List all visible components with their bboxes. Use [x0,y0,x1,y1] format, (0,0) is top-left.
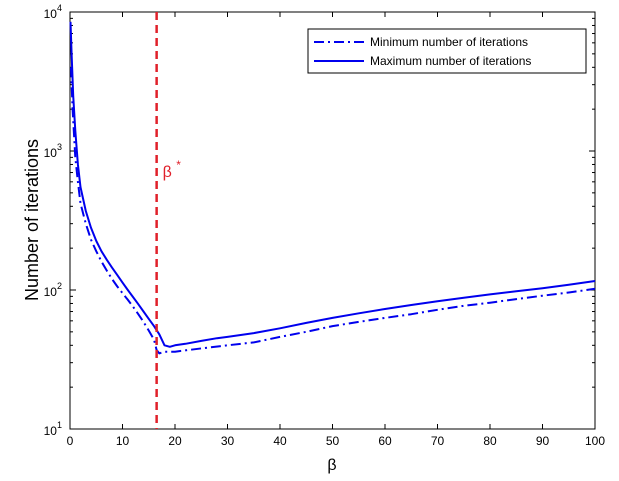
plot-area [70,12,595,429]
legend: Minimum number of iterations Maximum num… [308,29,586,73]
y-tick-label: 104 [44,3,62,21]
x-tick-label: 0 [67,434,74,448]
beta-star-superscript: * [176,158,181,172]
x-tick-label: 100 [585,434,605,448]
legend-label-maximum: Maximum number of iterations [370,54,531,68]
x-tick-label: 70 [431,434,445,448]
y-axis-label: Number of iterations [22,139,42,301]
x-tick-label: 50 [326,434,340,448]
x-tick-label: 90 [536,434,550,448]
y-tick-label: 101 [44,420,62,438]
x-tick-label: 20 [168,434,182,448]
y-tick-label: 103 [44,142,62,160]
x-tick-label: 30 [221,434,235,448]
x-tick-label: 80 [483,434,497,448]
beta-star-symbol: β [163,164,172,181]
y-tick-label: 102 [44,281,62,299]
x-tick-label: 40 [273,434,287,448]
x-tick-label: 10 [116,434,130,448]
legend-label-minimum: Minimum number of iterations [370,35,528,49]
x-tick-label: 60 [378,434,392,448]
x-axis-label: β [327,457,336,474]
